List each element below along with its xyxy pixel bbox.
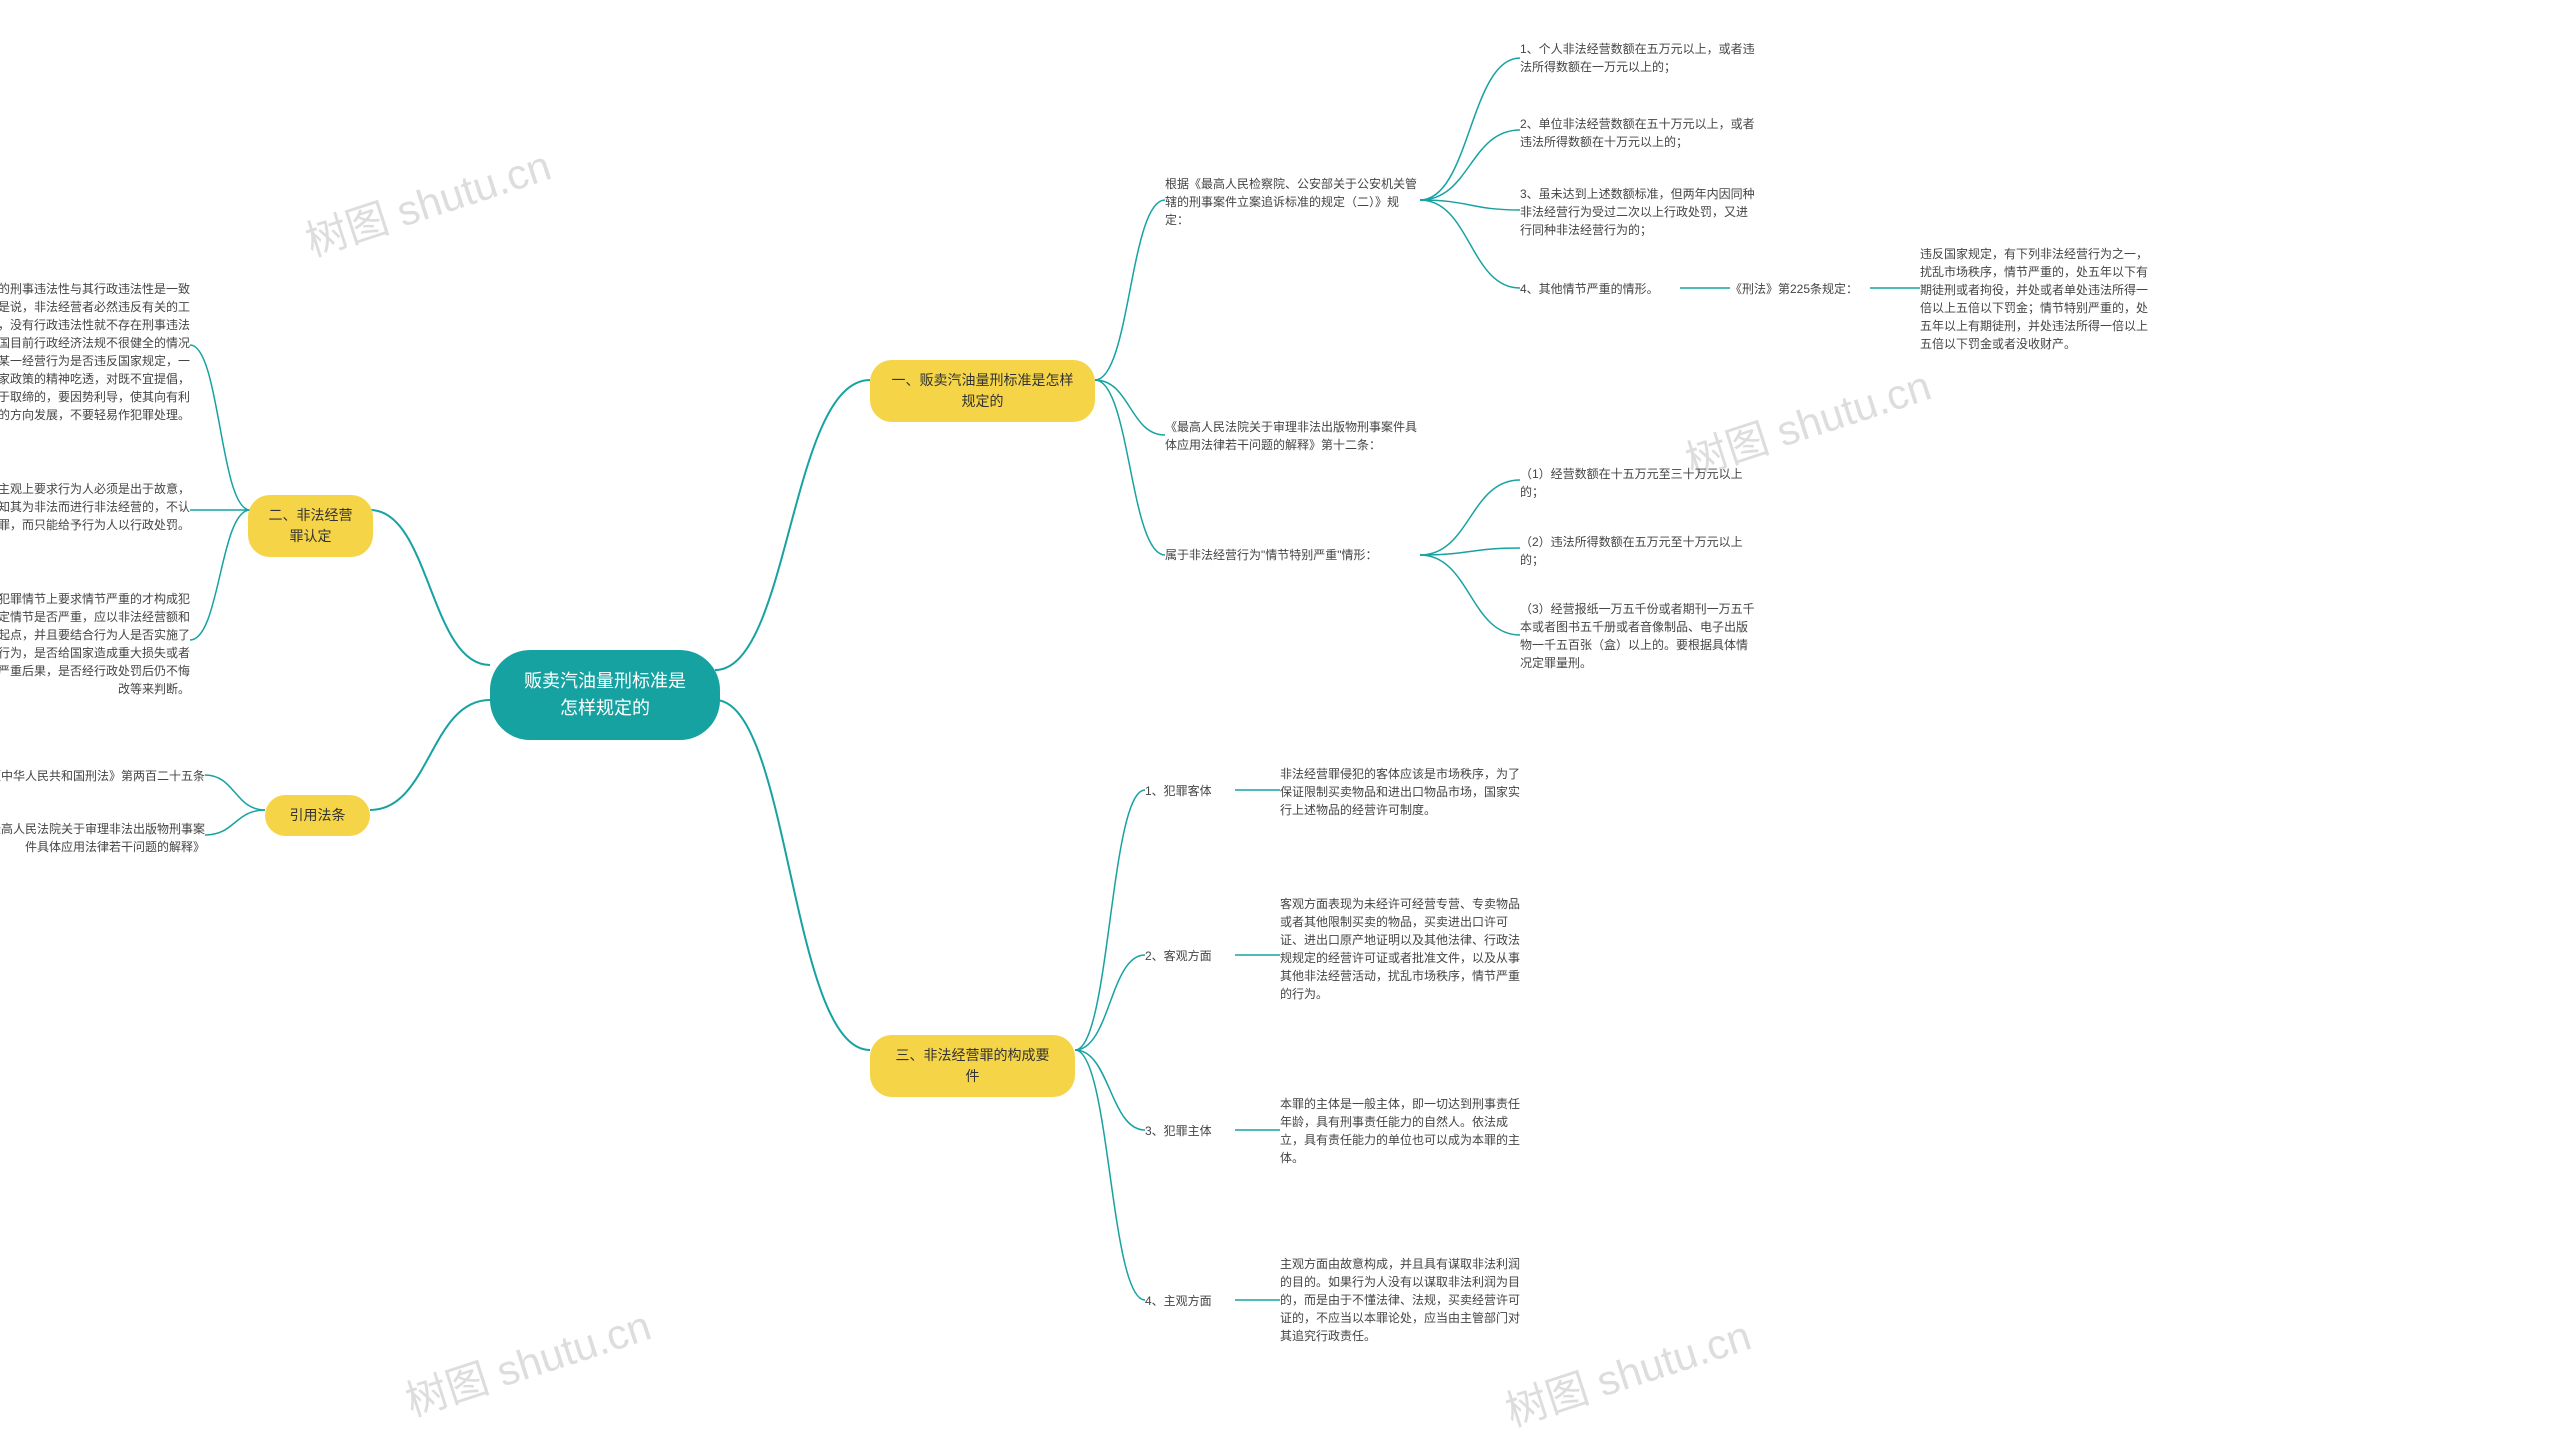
root-node: 贩卖汽油量刑标准是怎样规定的 — [490, 650, 720, 740]
watermark: 树图 shutu.cn — [297, 132, 558, 269]
b1-sub1: 根据《最高人民检察院、公安部关于公安机关管辖的刑事案件立案追诉标准的规定（二）》… — [1165, 175, 1420, 229]
b4-3-text: 本罪的主体是一般主体，即一切达到刑事责任年龄，具有刑事责任能力的自然人。依法成立… — [1280, 1095, 1530, 1167]
branch-3: 引用法条 — [265, 795, 370, 836]
b1-sub2: 《最高人民法院关于审理非法出版物刑事案件具体应用法律若干问题的解释》第十二条： — [1165, 418, 1420, 454]
b1-1-4-law-text: 违反国家规定，有下列非法经营行为之一，扰乱市场秩序，情节严重的，处五年以下有期徒… — [1920, 245, 2155, 353]
b1-1-4: 4、其他情节严重的情形。 — [1520, 280, 1675, 298]
b4-3-label: 3、犯罪主体 — [1145, 1122, 1212, 1140]
branch-2: 二、非法经营罪认定 — [248, 495, 373, 557]
branch-1: 一、贩卖汽油量刑标准是怎样规定的 — [870, 360, 1095, 422]
b4-2-text: 客观方面表现为未经许可经营专营、专卖物品或者其他限制买卖的物品，买卖进出口许可证… — [1280, 895, 1530, 1003]
b4-2-label: 2、客观方面 — [1145, 947, 1212, 965]
b2-2: 2、本罪在主观上要求行为人必须是出于故意，对于因不知其为非法而进行非法经营的，不… — [0, 480, 190, 534]
b2-3: 3、本罪在犯罪情节上要求情节严重的才构成犯罪，而认定情节是否严重，应以非法经营额… — [0, 590, 190, 698]
watermark: 树图 shutu.cn — [397, 1292, 658, 1429]
b4-4-text: 主观方面由故意构成，并且具有谋取非法利润的目的。如果行为人没有以谋取非法利润为目… — [1280, 1255, 1530, 1345]
watermark: 树图 shutu.cn — [1497, 1302, 1758, 1439]
b1-1-2: 2、单位非法经营数额在五十万元以上，或者违法所得数额在十万元以上的； — [1520, 115, 1755, 151]
b4-4-label: 4、主观方面 — [1145, 1292, 1212, 1310]
b1-1-4-law: 《刑法》第225条规定： — [1730, 280, 1870, 298]
b1-3-2: （2）违法所得数额在五万元至十万元以上的； — [1520, 533, 1755, 569]
branch-4: 三、非法经营罪的构成要件 — [870, 1035, 1075, 1097]
b1-3-1: （1）经营数额在十五万元至三十万元以上的； — [1520, 465, 1755, 501]
b1-1-3: 3、虽未达到上述数额标准，但两年内因同种非法经营行为受过二次以上行政处罚，又进行… — [1520, 185, 1755, 239]
b3-2: [2]《最高人民法院关于审理非法出版物刑事案件具体应用法律若干问题的解释》 — [0, 820, 205, 856]
b3-1: [1]《中华人民共和国刑法》第两百二十五条 — [0, 767, 205, 785]
b1-3-3: （3）经营报纸一万五千份或者期刊一万五千本或者图书五千册或者音像制品、电子出版物… — [1520, 600, 1755, 672]
b4-1-text: 非法经营罪侵犯的客体应该是市场秩序，为了保证限制买卖物品和进出口物品市场，国家实… — [1280, 765, 1530, 819]
b1-sub3: 属于非法经营行为"情节特别严重"情形： — [1165, 546, 1420, 564]
b1-1-1: 1、个人非法经营数额在五万元以上，或者违法所得数额在一万元以上的； — [1520, 40, 1755, 76]
b2-1: 1、本罪的刑事违法性与其行政违法性是一致的，也就是说，非法经营者必然违反有关的工… — [0, 280, 190, 424]
b4-1-label: 1、犯罪客体 — [1145, 782, 1212, 800]
